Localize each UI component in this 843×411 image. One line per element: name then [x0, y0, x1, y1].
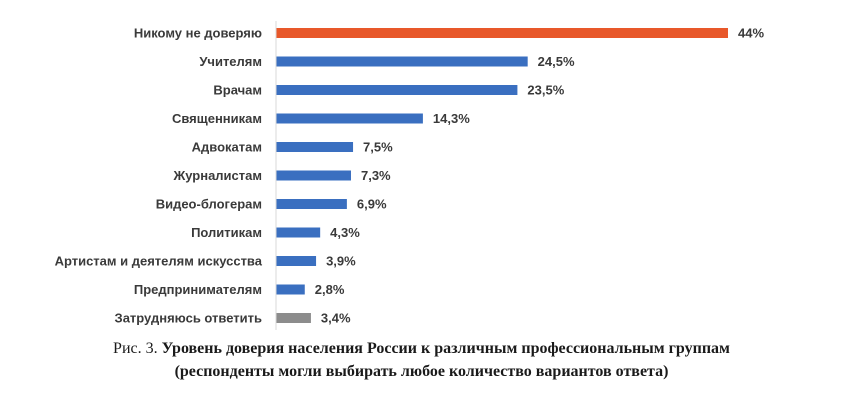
figure-caption-subtitle: (респонденты могли выбирать любое количе…: [0, 363, 843, 381]
category-label: Адвокатам: [192, 140, 262, 155]
value-label: 4,3%: [330, 225, 360, 240]
bar: [276, 85, 517, 95]
value-label: 7,5%: [363, 140, 393, 155]
bar: [276, 228, 320, 238]
category-label: Артистам и деятелям искусства: [55, 254, 263, 269]
category-label: Никому не доверяю: [134, 26, 262, 41]
bar: [276, 199, 347, 209]
value-label: 2,8%: [315, 282, 345, 297]
value-label: 7,3%: [361, 168, 391, 183]
bar: [276, 171, 351, 181]
value-label: 23,5%: [527, 83, 564, 98]
bar-chart-svg: Никому не доверяю 44% Учителям 24,5% Врачам 2…: [0, 0, 843, 335]
value-label: 6,9%: [357, 197, 387, 212]
category-label: Политикам: [191, 225, 262, 240]
bar: [276, 285, 305, 295]
value-label: 24,5%: [538, 54, 575, 69]
value-label: 44%: [738, 26, 764, 41]
category-label: Предпринимателям: [134, 282, 262, 297]
bar: [276, 313, 311, 323]
value-label: 3,9%: [326, 254, 356, 269]
bar: [276, 142, 353, 152]
value-label: 14,3%: [433, 111, 470, 126]
category-label: Священникам: [172, 111, 262, 126]
category-label: Врачам: [213, 83, 262, 98]
bar: [276, 114, 423, 124]
bar: [276, 28, 728, 38]
bar: [276, 57, 528, 67]
category-label: Видео-блогерам: [156, 197, 262, 212]
bar: [276, 256, 316, 266]
category-label: Журналистам: [172, 168, 262, 183]
figure-caption-prefix: Рис. 3.: [113, 340, 162, 357]
value-label: 3,4%: [321, 311, 351, 326]
figure-caption-title: Уровень доверия населения России к разли…: [162, 340, 730, 357]
figure-caption-line1: Рис. 3. Уровень доверия населения России…: [0, 340, 843, 358]
category-label: Затрудняюсь ответить: [115, 311, 262, 326]
category-label: Учителям: [199, 54, 262, 69]
